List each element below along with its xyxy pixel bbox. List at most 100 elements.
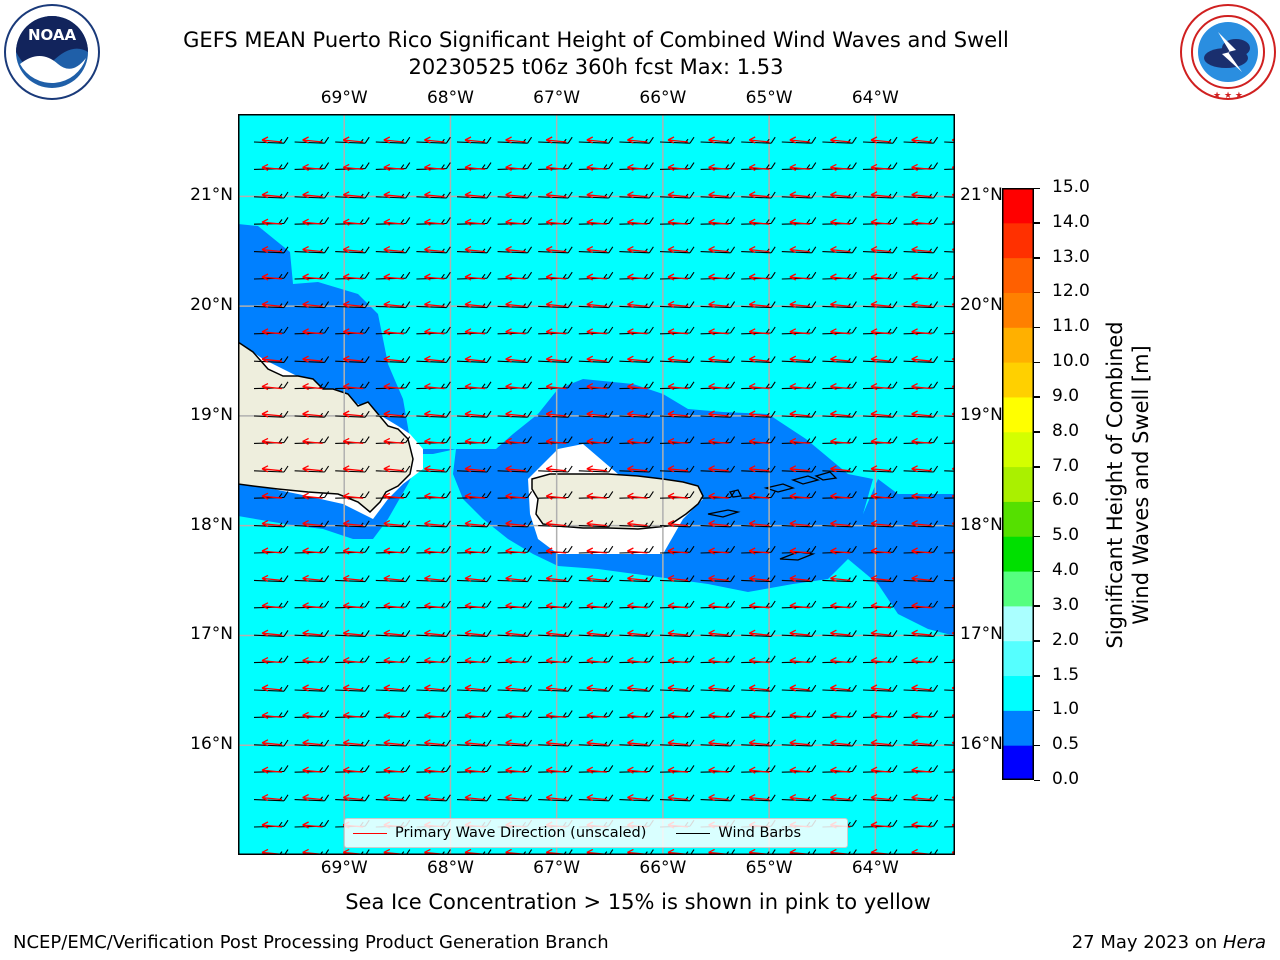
- wave-arrow: [424, 218, 445, 226]
- colorbar-tick-mark: [1034, 187, 1040, 189]
- wave-arrow: [464, 136, 486, 144]
- wave-arrow: [911, 794, 932, 802]
- wave-arrow: [302, 273, 323, 281]
- wave-arrow: [383, 273, 404, 281]
- wave-arrow: [505, 739, 526, 747]
- wave-arrow: [667, 766, 689, 774]
- wave-arrow: [870, 821, 892, 829]
- wave-arrow: [505, 684, 526, 692]
- wind-barb: [944, 525, 955, 527]
- wave-arrow: [545, 711, 567, 719]
- wave-arrow: [870, 520, 892, 528]
- wave-arrow: [302, 300, 323, 308]
- wave-arrow: [830, 547, 851, 555]
- wave-arrow: [708, 629, 729, 637]
- wave-arrow: [870, 629, 892, 637]
- lat-tick-right: 18°N: [960, 514, 1003, 535]
- wave-arrow: [627, 465, 648, 473]
- wave-arrow: [545, 547, 567, 555]
- wind-barb: [944, 251, 955, 253]
- wave-arrow: [586, 218, 607, 226]
- colorbar-tick-mark: [1034, 605, 1040, 607]
- wave-arrow: [464, 218, 486, 226]
- wave-arrow: [951, 768, 955, 773]
- wave-arrow: [545, 492, 567, 500]
- wave-arrow: [667, 273, 689, 281]
- wave-arrow: [342, 602, 364, 610]
- lon-tick-bottom: 66°W: [639, 858, 687, 878]
- wind-barb: [944, 799, 955, 801]
- colorbar: [1002, 188, 1034, 780]
- wave-arrow: [261, 711, 283, 719]
- wave-arrow: [870, 547, 892, 555]
- footer-left: NCEP/EMC/Verification Post Processing Pr…: [13, 932, 609, 953]
- wave-arrow: [667, 520, 689, 528]
- wave-arrow: [667, 163, 689, 171]
- wave-arrow: [627, 657, 648, 665]
- wave-arrow: [302, 163, 323, 171]
- wind-barb-line-icon: [676, 832, 711, 834]
- wave-arrow: [789, 684, 810, 692]
- wave-arrow: [789, 300, 810, 308]
- wave-arrow: [627, 246, 648, 254]
- colorbar-tick-mark: [1034, 500, 1040, 503]
- wave-arrow: [342, 657, 364, 665]
- wave-arrow: [708, 355, 729, 363]
- wave-arrow: [667, 218, 689, 226]
- wave-arrow: [911, 739, 932, 747]
- wave-arrow: [627, 410, 648, 418]
- wind-barb: [944, 141, 955, 143]
- colorbar-tick-label: 2.0: [1052, 629, 1080, 650]
- wave-arrow: [789, 794, 810, 802]
- wave-arrow: [708, 520, 729, 528]
- wave-arrow: [464, 766, 486, 774]
- lon-tick-bottom: 68°W: [426, 858, 474, 878]
- wave-arrow: [424, 328, 445, 336]
- wave-arrow: [545, 136, 567, 144]
- colorbar-tick-mark: [1034, 431, 1040, 433]
- wave-arrow: [708, 300, 729, 308]
- wave-arrow: [586, 520, 607, 528]
- lon-tick-top: 68°W: [426, 88, 474, 108]
- wave-arrow: [830, 191, 851, 199]
- wave-arrow: [951, 658, 955, 663]
- wave-arrow: [708, 328, 729, 336]
- wave-arrow: [870, 602, 892, 610]
- wave-arrow: [627, 794, 648, 802]
- wave-arrow: [342, 410, 364, 418]
- wave-arrow: [911, 273, 932, 281]
- wave-arrow: [748, 191, 770, 199]
- wave-arrow: [870, 711, 892, 719]
- colorbar-tick-mark: [1034, 744, 1040, 747]
- wave-arrow: [748, 711, 770, 719]
- colorbar-tick-label: 0.5: [1052, 734, 1080, 755]
- wave-arrow: [464, 492, 486, 500]
- colorbar-segment: [1002, 257, 1034, 293]
- colorbar-tick-mark: [1034, 709, 1040, 712]
- wave-arrow: [505, 410, 526, 418]
- wave-arrow: [708, 492, 729, 500]
- wave-arrow: [383, 520, 404, 528]
- colorbar-segment: [1002, 640, 1034, 677]
- wave-arrow: [748, 794, 770, 802]
- wave-arrow: [424, 492, 445, 500]
- wave-arrow: [586, 739, 607, 747]
- wave-arrow: [505, 794, 526, 802]
- wave-arrow: [789, 492, 810, 500]
- wave-arrow: [383, 629, 404, 637]
- wave-arrow: [505, 766, 526, 774]
- colorbar-segment: [1002, 327, 1034, 363]
- wave-arrow: [383, 437, 404, 445]
- wave-arrow: [789, 218, 810, 226]
- wave-arrow: [424, 273, 445, 281]
- wave-arrow: [302, 602, 323, 610]
- wave-arrow: [383, 794, 404, 802]
- wave-arrow: [748, 273, 770, 281]
- wave-arrow: [302, 629, 323, 637]
- land-virgin-islands: [763, 471, 838, 493]
- wave-arrow: [911, 465, 932, 473]
- wave-arrow: [789, 328, 810, 336]
- wave-arrow: [545, 163, 567, 171]
- wave-arrow: [748, 355, 770, 363]
- legend-wind-label: Wind Barbs: [718, 825, 802, 841]
